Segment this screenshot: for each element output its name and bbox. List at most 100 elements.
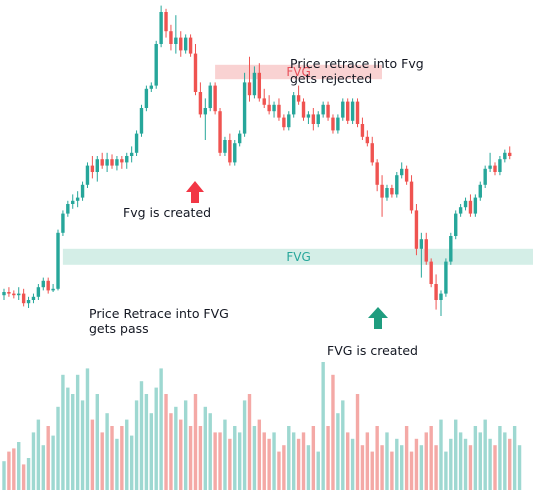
volume-bar <box>90 419 95 490</box>
volume-bar <box>183 400 188 490</box>
volume-bar <box>390 451 394 490</box>
candles <box>2 5 512 316</box>
volume-bar <box>218 432 222 490</box>
candle <box>429 258 433 288</box>
volume-bar <box>154 387 158 490</box>
candle <box>277 98 281 121</box>
candle <box>17 287 21 300</box>
candle-body <box>41 280 45 288</box>
volume-bar <box>75 374 80 490</box>
candle-body <box>21 293 26 304</box>
candle-body <box>75 197 80 201</box>
candle <box>434 274 438 310</box>
volume-bar <box>311 426 316 490</box>
volume-bar <box>508 438 512 490</box>
candle-body <box>463 200 468 208</box>
candle <box>360 117 365 140</box>
candle <box>247 56 252 102</box>
candle-body <box>483 168 487 185</box>
candle-body <box>149 85 153 89</box>
candle <box>449 232 453 265</box>
volume-bar <box>71 394 75 490</box>
candle-body <box>346 101 350 121</box>
candle-body <box>395 175 399 195</box>
candle <box>218 108 222 156</box>
candle <box>233 140 237 166</box>
volume-bar <box>36 419 41 490</box>
volume-bar <box>252 426 257 490</box>
volume-bar <box>105 413 109 490</box>
candle-body <box>51 288 55 291</box>
volume-bar <box>483 419 487 490</box>
volume-bar <box>41 445 45 490</box>
candle-body <box>193 53 198 92</box>
volume-bar <box>473 426 478 490</box>
candle-body <box>105 159 109 166</box>
candle-body <box>326 104 330 118</box>
volume-bar <box>468 445 473 490</box>
candle-body <box>233 143 237 163</box>
candle <box>419 232 424 278</box>
fvg-created-top-label: Fvg is created <box>123 205 211 220</box>
candle-body <box>242 82 247 134</box>
candle-body <box>257 72 262 99</box>
candle-body <box>336 117 340 131</box>
volume-bar <box>341 400 345 490</box>
candle-body <box>341 101 345 118</box>
candle <box>134 130 139 156</box>
candle <box>100 152 104 169</box>
candle-body <box>449 236 453 262</box>
candle <box>458 204 463 217</box>
volume-bars <box>2 362 522 490</box>
volume-bar <box>7 451 11 490</box>
candle <box>154 40 158 89</box>
candle <box>159 5 163 48</box>
volume-bar <box>454 419 458 490</box>
volume-bar <box>282 445 286 490</box>
candle-body <box>434 284 438 300</box>
volume-bar <box>242 400 247 490</box>
candle <box>380 175 384 217</box>
candle <box>237 130 242 147</box>
volume-bar <box>458 432 463 490</box>
volume-bar <box>257 419 262 490</box>
candle-body <box>36 287 41 297</box>
candle <box>193 44 198 96</box>
candle-body <box>380 184 384 198</box>
candle <box>120 156 124 169</box>
candle-body <box>115 159 119 166</box>
fvg-zone-rejected <box>215 64 382 80</box>
candle <box>316 111 320 128</box>
volume-bar <box>419 445 424 490</box>
volume-bar <box>449 438 453 490</box>
candle-body <box>125 156 129 163</box>
candle <box>414 204 419 256</box>
candle-body <box>306 114 311 118</box>
volume-bar <box>380 445 384 490</box>
volume-bar <box>316 451 320 490</box>
candle <box>370 136 374 166</box>
candle <box>463 197 468 211</box>
volume-bar <box>120 426 124 490</box>
volume-bar <box>360 445 365 490</box>
volume-bar <box>26 458 31 490</box>
candle <box>144 85 149 112</box>
candle <box>203 98 208 140</box>
candle-body <box>174 37 178 44</box>
volume-bar <box>233 426 237 490</box>
candle-body <box>120 159 124 163</box>
candle-body <box>473 197 478 214</box>
candle <box>390 184 394 198</box>
candle-body <box>301 101 306 118</box>
volume-bar <box>463 438 468 490</box>
candle-body <box>2 292 6 296</box>
volume-bar <box>193 394 198 490</box>
candle <box>385 184 389 201</box>
volume-bar <box>159 368 163 490</box>
candle <box>105 152 109 172</box>
volume-bar <box>2 461 6 490</box>
candle <box>115 156 119 171</box>
candle <box>174 15 178 54</box>
candle <box>508 146 512 160</box>
candle <box>198 82 203 118</box>
